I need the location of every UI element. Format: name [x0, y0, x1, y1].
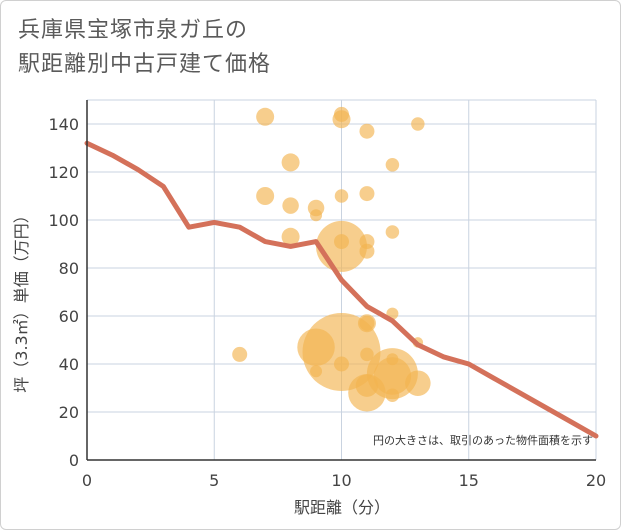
bubbles — [232, 106, 431, 412]
x-tick-label: 0 — [82, 471, 92, 490]
bubble-point — [373, 357, 412, 395]
bubble-point — [281, 227, 300, 246]
y-tick-label: 60 — [59, 307, 79, 326]
x-tick-label: 15 — [459, 471, 479, 490]
y-tick-label: 120 — [48, 163, 79, 182]
x-tick-label: 20 — [586, 471, 606, 490]
chart-title-line2: 駅距離別中古戸建て価格 — [18, 52, 272, 77]
bubble-point — [281, 153, 300, 172]
size-note: 円の大きさは、取引のあった物件面積を示す — [373, 433, 593, 447]
x-tick-label: 10 — [331, 471, 351, 490]
chart-title-line1: 兵庫県宝塚市泉ガ丘の — [18, 18, 249, 43]
bubble-point — [385, 158, 400, 172]
y-tick-label: 80 — [59, 259, 79, 278]
bubble-point — [405, 370, 431, 396]
x-axis-label: 駅距離（分） — [294, 498, 390, 517]
trend-line-group — [84, 140, 599, 439]
bubble-point — [302, 313, 381, 391]
bubble-point — [332, 110, 351, 129]
trend-line — [84, 140, 599, 439]
y-tick-label: 140 — [48, 115, 79, 134]
bubble-point — [334, 189, 349, 203]
y-tick-label: 0 — [69, 451, 79, 470]
y-tick-label: 20 — [59, 403, 79, 422]
y-axis-label: 坪（3.3㎡）単価（万円） — [12, 207, 31, 392]
bubble-point — [282, 197, 299, 214]
y-tick-label: 100 — [48, 211, 79, 230]
bubble-point — [310, 209, 323, 222]
bubble-point — [334, 356, 349, 372]
bubble-point — [359, 315, 375, 331]
bubble-point — [385, 225, 400, 239]
bubble-point — [256, 187, 275, 205]
axes — [86, 100, 596, 461]
bubble-point — [411, 117, 425, 131]
grid — [87, 99, 597, 460]
bubble-point — [256, 107, 275, 126]
bubble-point — [385, 388, 400, 402]
chart-title: 兵庫県宝塚市泉ガ丘の 駅距離別中古戸建て価格 — [18, 14, 271, 82]
bubble-point — [359, 243, 375, 259]
tick-labels: 0 5 10 15 20 0 20 40 60 80 100 120 140 — [48, 115, 606, 490]
x-tick-label: 5 — [209, 471, 219, 490]
y-tick-label: 40 — [59, 355, 79, 374]
bubble-point — [360, 347, 374, 362]
bubble-point — [359, 123, 375, 139]
bubble-point — [359, 186, 375, 202]
bubble-point — [316, 220, 367, 272]
bubble-point — [232, 346, 248, 362]
